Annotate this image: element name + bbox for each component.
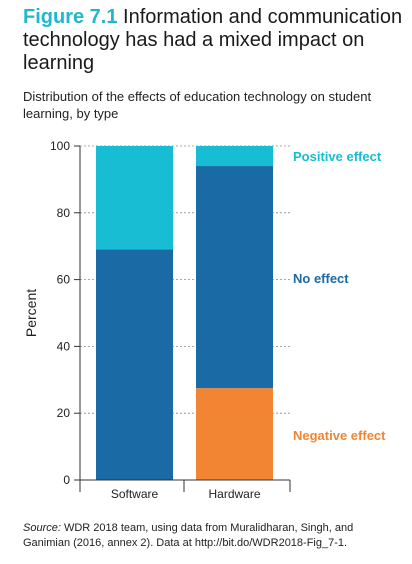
y-tick-label: 100 (50, 139, 70, 153)
x-tick-label: Hardware (208, 487, 260, 501)
y-axis-label: Percent (23, 289, 39, 337)
legend-positive-effect: Positive effect (293, 149, 382, 164)
source-note: Source: WDR 2018 team, using data from M… (23, 521, 403, 551)
source-text: WDR 2018 team, using data from Muralidha… (23, 522, 354, 549)
bars (96, 146, 273, 480)
bar-hardware-negative-effect (196, 388, 273, 480)
bar-software-positive-effect (96, 146, 173, 250)
y-tick-label: 0 (63, 473, 70, 487)
legend-no-effect: No effect (293, 271, 349, 286)
axes (74, 145, 291, 492)
source-label: Source: (23, 522, 61, 534)
figure-number: Figure 7.1 (23, 6, 118, 28)
legend-negative-effect: Negative effect (293, 428, 386, 443)
labels: 0 20 40 60 80 100 Software Hardware Percent Negat… (23, 139, 386, 501)
y-tick-label: 80 (57, 206, 71, 220)
bar-software-no-effect (96, 249, 173, 480)
y-tick-label: 60 (57, 273, 71, 287)
y-tick-label: 20 (57, 406, 71, 420)
stacked-bar-chart: 0 20 40 60 80 100 Software Hardware Percent Negat… (23, 139, 386, 501)
x-tick-label: Software (111, 487, 159, 501)
gridlines (80, 145, 290, 414)
figure-title-text: Information and communication technology… (23, 6, 403, 74)
figure-title: Figure 7.1 Information and communication… (23, 6, 403, 75)
y-tick-label: 40 (57, 339, 71, 353)
figure-subtitle: Distribution of the effects of education… (23, 89, 372, 121)
bar-hardware-no-effect (196, 166, 273, 389)
bar-hardware-positive-effect (196, 146, 273, 167)
